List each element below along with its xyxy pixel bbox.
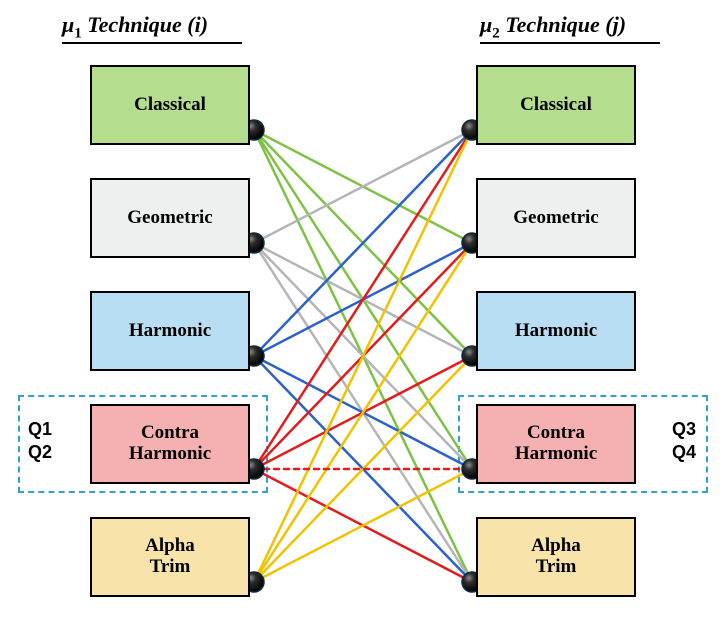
node-l4: AlphaTrim [90, 517, 250, 597]
node-label: Harmonic [129, 321, 211, 342]
node-r1: Geometric [476, 178, 636, 258]
node-label: Classical [520, 95, 592, 116]
node-l3: ContraHarmonic [90, 404, 250, 484]
edges-layer [254, 130, 472, 582]
node-label: AlphaTrim [531, 536, 581, 578]
node-label: Geometric [127, 208, 212, 229]
node-label: Classical [134, 95, 206, 116]
node-label: ContraHarmonic [129, 423, 211, 465]
node-r4: AlphaTrim [476, 517, 636, 597]
node-r0: Classical [476, 65, 636, 145]
node-label: Geometric [513, 208, 598, 229]
node-r2: Harmonic [476, 291, 636, 371]
node-l1: Geometric [90, 178, 250, 258]
node-r3: ContraHarmonic [476, 404, 636, 484]
node-l2: Harmonic [90, 291, 250, 371]
node-label: Harmonic [515, 321, 597, 342]
node-l0: Classical [90, 65, 250, 145]
node-label: ContraHarmonic [515, 423, 597, 465]
node-label: AlphaTrim [145, 536, 195, 578]
